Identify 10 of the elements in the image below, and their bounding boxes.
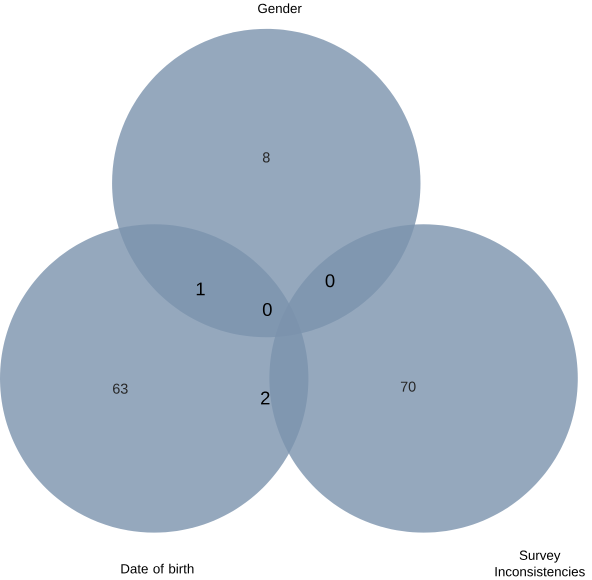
category-label: Gender: [258, 4, 302, 14]
text: 2: [261, 392, 270, 404]
data-label: 63: [113, 384, 128, 394]
category-label: Survey Inconsistencies: [495, 550, 585, 576]
text: 1: [196, 282, 205, 296]
category-label: Date of birth: [121, 564, 194, 574]
text: 0: [262, 303, 272, 316]
data-label: 70: [400, 382, 416, 392]
text: 0: [326, 274, 334, 288]
data-label: 8: [262, 152, 270, 163]
